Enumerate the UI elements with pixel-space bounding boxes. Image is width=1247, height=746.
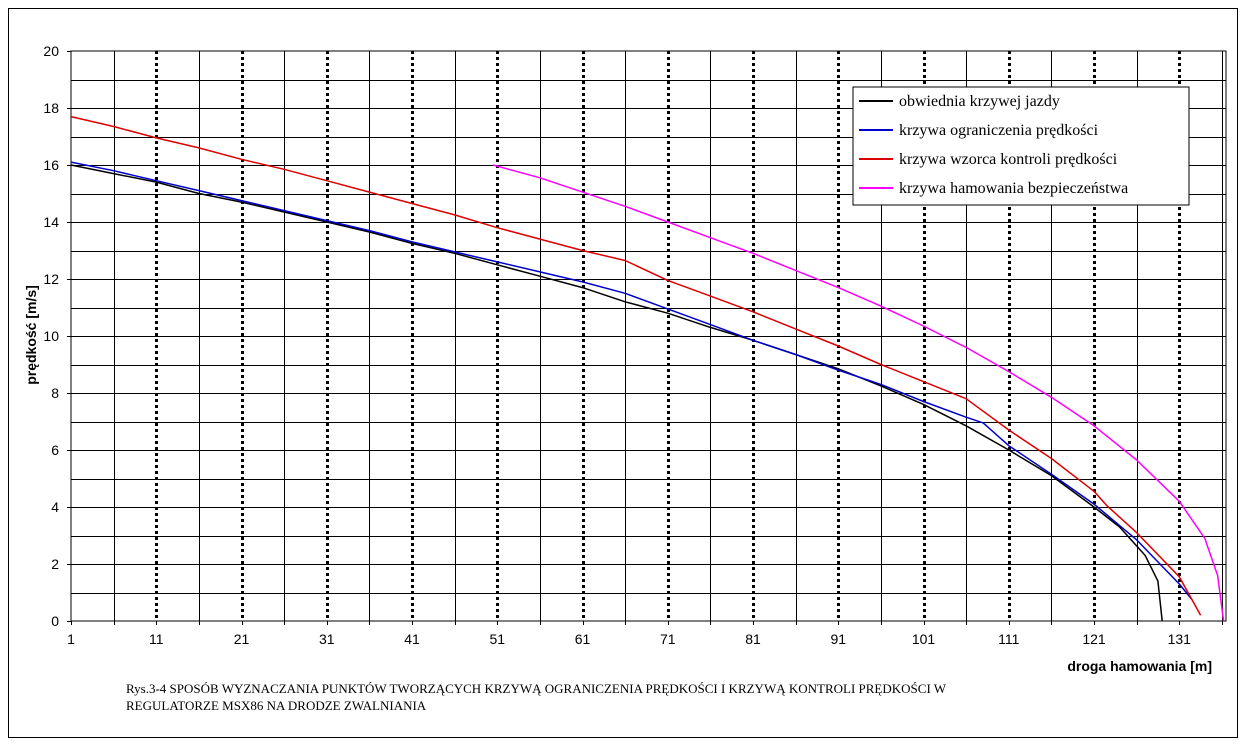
legend-label: krzywa wzorca kontroli prędkości: [899, 151, 1118, 168]
x-tick-label: 41: [404, 631, 420, 647]
series-line-3: [70, 115, 1202, 616]
x-tick-labels: 1 11 21 31 41 51 61 71 81 91 101 111 121 131: [67, 631, 1191, 647]
y-tick-label: 8: [51, 385, 59, 401]
series-line-4: [492, 164, 1225, 622]
x-tick-label: 101: [912, 631, 936, 647]
y-tick-label: 12: [43, 271, 59, 287]
x-tick-label: 121: [1082, 631, 1106, 647]
y-tick-label: 18: [43, 100, 59, 116]
series-lines: [70, 115, 1225, 622]
chart-frame: [8, 8, 1238, 738]
x-tick-label: 51: [489, 631, 505, 647]
x-axis-label: droga hamowania [m]: [1067, 658, 1212, 674]
x-tick-label: 61: [575, 631, 591, 647]
caption-line-2: REGULATORZE MSX86 NA DRODZE ZWALNIANIA: [126, 698, 427, 713]
legend-label: krzywa ograniczenia prędkości: [899, 122, 1099, 139]
series-line-2: [70, 161, 1193, 601]
y-tick-label: 20: [43, 43, 59, 59]
y-tick-label: 0: [51, 613, 59, 629]
y-axis-label: prędkość [m/s]: [23, 285, 39, 385]
y-tick-label: 14: [43, 214, 59, 230]
x-tick-label: 1: [67, 631, 75, 647]
y-tick-label: 16: [43, 157, 59, 173]
series-line-1: [70, 164, 1163, 622]
x-tick-label: 31: [319, 631, 335, 647]
y-tick-labels: 0 2 4 6 8 10 12 14 16 18 20: [43, 43, 59, 629]
y-tick-label: 6: [51, 442, 59, 458]
y-tick-label: 2: [51, 556, 59, 572]
y-tick-label: 4: [51, 499, 59, 515]
x-tick-label: 21: [234, 631, 250, 647]
legend-label: krzywa hamowania bezpieczeństwa: [899, 180, 1128, 197]
figure-caption: Rys.3-4 SPOSÓB WYZNACZANIA PUNKTÓW TWORZ…: [126, 680, 1086, 714]
legend: obwiednia krzywej jazdy krzywa ograniczen…: [852, 86, 1190, 206]
x-tick-label: 131: [1168, 631, 1192, 647]
x-tick-label: 11: [149, 631, 164, 647]
caption-line-1: Rys.3-4 SPOSÓB WYZNACZANIA PUNKTÓW TWORZ…: [126, 681, 947, 696]
legend-box: [852, 86, 1190, 206]
legend-label: obwiednia krzywej jazdy: [899, 93, 1060, 110]
x-tick-label: 81: [745, 631, 761, 647]
x-tick-label: 91: [830, 631, 846, 647]
x-tick-label: 111: [998, 631, 1019, 647]
y-tick-label: 10: [43, 328, 59, 344]
x-tick-label: 71: [660, 631, 676, 647]
